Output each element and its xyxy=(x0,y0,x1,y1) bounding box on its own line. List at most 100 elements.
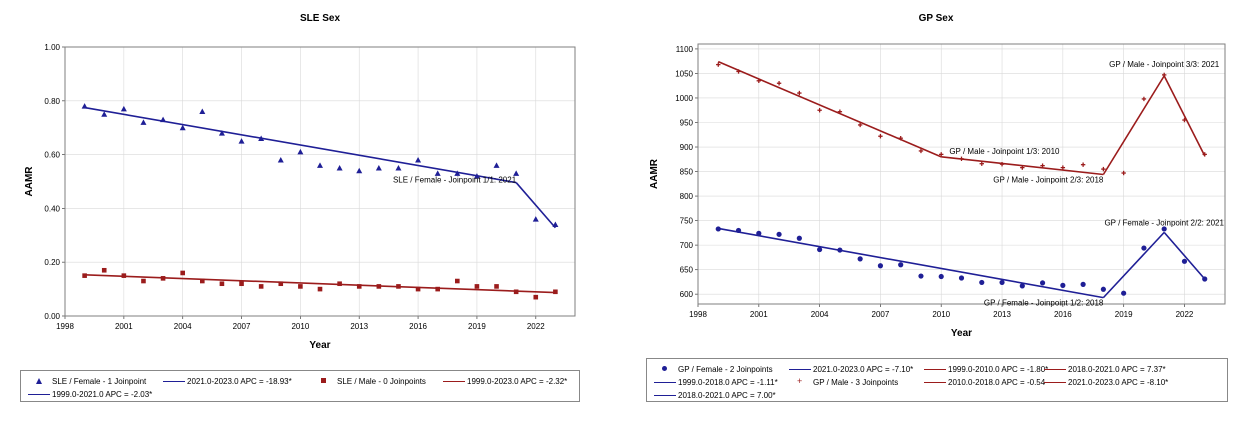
data-point xyxy=(141,278,146,284)
data-point xyxy=(356,167,363,174)
x-tick-label: 2007 xyxy=(872,310,890,319)
data-point xyxy=(160,116,167,123)
data-point xyxy=(1060,282,1066,288)
data-point xyxy=(218,130,225,136)
y-tick-label: 650 xyxy=(680,266,694,275)
legend-label: 1999.0-2018.0 APC = -1.11* xyxy=(678,377,778,387)
data-point xyxy=(999,161,1005,167)
y-tick-label: 1050 xyxy=(675,69,693,78)
legend-entry: 2010.0-2018.0 APC = -0.54 xyxy=(922,376,1045,388)
legend-sle: SLE / Female - 1 Joinpoint 2021.0-2023.0 … xyxy=(20,370,580,402)
x-tick-label: 2007 xyxy=(233,322,251,331)
x-tick-label: 2001 xyxy=(750,310,768,319)
data-point xyxy=(297,148,304,155)
legend-label: GP / Male - 3 Joinpoints xyxy=(813,377,899,387)
y-axis-label: AAMR xyxy=(24,166,35,197)
data-point xyxy=(513,289,519,295)
plot-frame xyxy=(697,43,1226,305)
legend-entry: 1999.0-2021.0 APC = -2.03* xyxy=(26,388,152,400)
chart-0: SLE Sex 0.00 0.20 0.40 0.60 0.80 1.00 1998 2001 2… xyxy=(24,13,576,351)
legend-entry: GP / Female - 2 Joinpoints xyxy=(652,363,773,375)
data-point xyxy=(101,111,108,117)
data-point xyxy=(918,273,924,279)
data-point xyxy=(1039,280,1046,286)
data-point xyxy=(1040,163,1045,168)
legend-label: SLE / Male - 0 Joinpoints xyxy=(337,376,426,386)
y-tick-label: 950 xyxy=(680,118,694,127)
x-tick-label: 1998 xyxy=(689,310,707,319)
data-point xyxy=(817,108,822,113)
data-point xyxy=(337,281,342,287)
data-point xyxy=(160,276,166,281)
data-point xyxy=(1161,72,1167,78)
data-point xyxy=(356,284,362,289)
data-point xyxy=(796,235,802,241)
data-point xyxy=(179,124,186,131)
joinpoint-annotation: GP / Female - Joinpoint 1/2: 2018 xyxy=(984,298,1104,307)
data-point xyxy=(979,161,984,166)
data-point xyxy=(1141,245,1147,251)
data-point xyxy=(857,256,863,262)
y-tick-label: 0.60 xyxy=(44,151,60,160)
fit-line-8 xyxy=(1163,75,1206,157)
data-point xyxy=(716,62,721,67)
data-point xyxy=(415,286,421,292)
legend-entry: 1999.0-2018.0 APC = -1.11* xyxy=(652,376,778,388)
data-point xyxy=(180,270,185,276)
data-point xyxy=(1080,281,1086,287)
data-point xyxy=(1181,258,1188,264)
data-point xyxy=(958,275,965,281)
legend-symbol xyxy=(652,376,678,388)
data-point xyxy=(857,122,863,128)
data-point xyxy=(1019,283,1025,289)
data-point xyxy=(513,170,520,176)
data-point xyxy=(898,262,904,268)
legend-symbol xyxy=(26,375,52,387)
data-point xyxy=(238,138,245,144)
data-point xyxy=(817,246,823,253)
x-tick-label: 2016 xyxy=(409,322,427,331)
data-point xyxy=(1202,152,1207,157)
x-tick-label: 2004 xyxy=(174,322,192,331)
y-tick-label: 850 xyxy=(680,168,694,177)
legend-entry: + GP / Male - 3 Joinpoints xyxy=(787,376,898,388)
data-point xyxy=(918,148,924,154)
legend-symbol: + xyxy=(797,376,803,386)
data-point xyxy=(375,165,382,171)
plot-area xyxy=(64,46,576,317)
x-tick-label: 2010 xyxy=(932,310,950,319)
legend-symbol xyxy=(1042,376,1068,388)
legend-symbol xyxy=(787,363,813,375)
legend-entry: SLE / Female - 1 Joinpoint xyxy=(26,375,146,387)
data-point xyxy=(435,286,440,292)
joinpoint-annotation: GP / Female - Joinpoint 2/2: 2021 xyxy=(1104,219,1224,228)
y-tick-label: 600 xyxy=(680,290,694,299)
data-point xyxy=(219,281,225,287)
data-point xyxy=(82,273,87,278)
data-point xyxy=(396,284,401,289)
legend-symbol xyxy=(1042,363,1068,375)
data-point xyxy=(1202,276,1208,282)
legend-entry: 2021.0-2023.0 APC = -18.93* xyxy=(161,375,292,387)
legend-entry: 2018.0-2021.0 APC = 7.37* xyxy=(1042,363,1166,375)
data-point xyxy=(877,263,884,269)
data-point xyxy=(395,165,402,171)
legend-symbol xyxy=(652,363,678,375)
data-point xyxy=(837,247,843,253)
chart-title: SLE Sex xyxy=(300,13,340,24)
legend-label: 1999.0-2023.0 APC = -2.32* xyxy=(467,376,568,386)
y-tick-label: 1000 xyxy=(675,94,693,103)
x-tick-label: 2013 xyxy=(350,322,368,331)
data-point xyxy=(1080,162,1086,167)
legend-entry: SLE / Male - 0 Joinpoints xyxy=(311,375,426,387)
data-point xyxy=(258,135,265,141)
legend-entry: 2021.0-2023.0 APC = -7.10* xyxy=(787,363,913,375)
legend-entry: 2021.0-2023.0 APC = -8.10* xyxy=(1042,376,1168,388)
data-point xyxy=(1182,117,1187,123)
data-point xyxy=(121,273,127,278)
data-point xyxy=(200,278,205,284)
data-point xyxy=(959,156,964,161)
data-point xyxy=(1121,290,1127,296)
x-axis-label: Year xyxy=(309,340,330,351)
